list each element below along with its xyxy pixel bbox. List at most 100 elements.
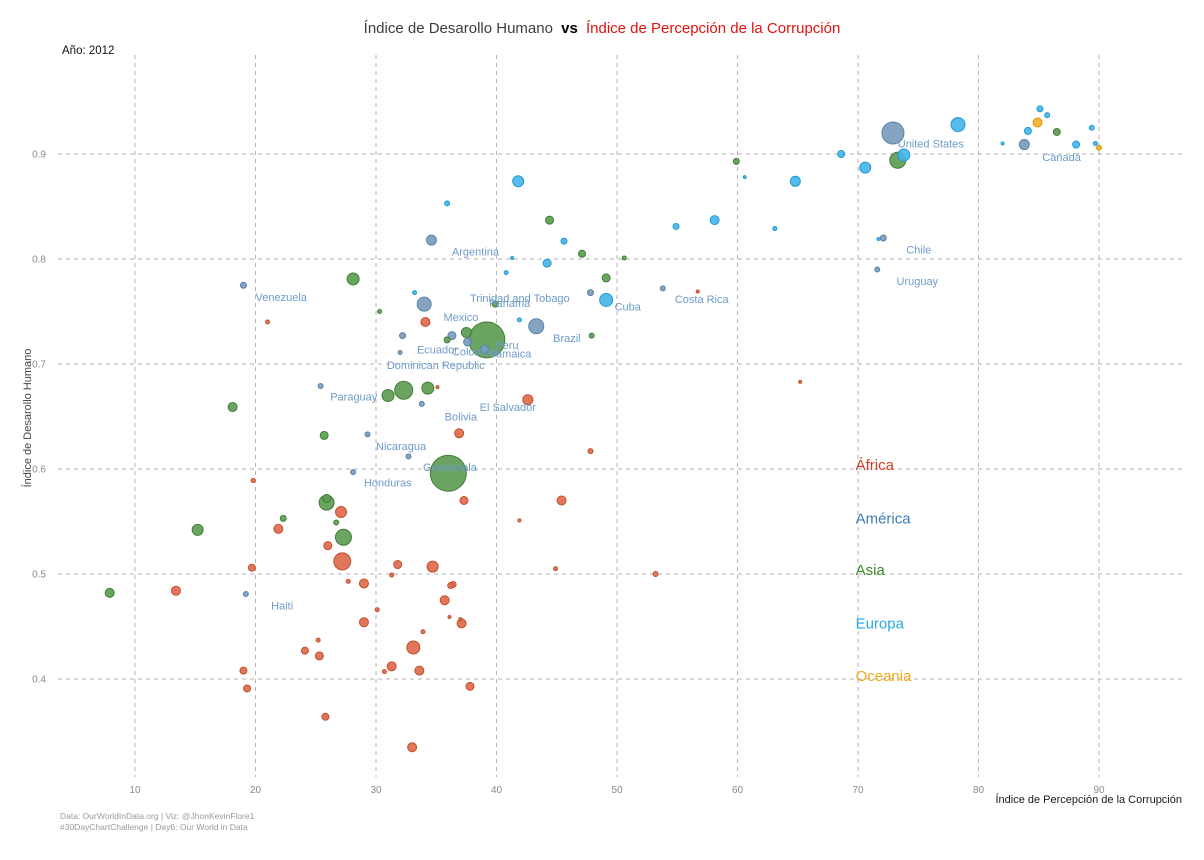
country-label: Colombia [452, 346, 499, 358]
data-bubble [879, 234, 887, 242]
data-bubble [732, 157, 740, 165]
data-bubble [420, 317, 431, 327]
y-tick-label: 0.8 [32, 255, 46, 266]
data-bubble [443, 336, 451, 344]
y-tick-label: 0.4 [32, 675, 46, 686]
data-bubble [350, 469, 357, 476]
chart-title-separator: vs [561, 20, 578, 37]
data-bubble [545, 215, 555, 225]
data-bubble [1096, 144, 1102, 151]
data-bubble [346, 272, 360, 286]
data-bubble [317, 383, 324, 390]
data-bubble [104, 587, 115, 598]
country-label: Ecuador [417, 344, 458, 356]
data-bubble [435, 385, 440, 390]
country-label: United States [898, 139, 965, 151]
data-bubble [416, 296, 432, 312]
data-bubble [599, 292, 614, 307]
x-tick-label: 90 [1093, 785, 1105, 796]
data-bubble [1072, 140, 1081, 149]
country-label: Argentina [452, 247, 500, 259]
data-bubble [319, 430, 329, 440]
country-label: Haiti [271, 601, 293, 613]
data-bubble [601, 273, 611, 283]
data-bubble [587, 448, 594, 455]
legend-item-africa: África [856, 457, 895, 474]
data-bubble [491, 300, 499, 308]
data-bubble [950, 117, 966, 133]
data-bubble [652, 571, 659, 577]
x-tick-label: 80 [973, 785, 985, 796]
country-label: Costa Rica [675, 294, 730, 306]
data-bubble [414, 665, 425, 676]
x-tick-label: 70 [852, 785, 864, 796]
country-label: Honduras [364, 478, 412, 490]
data-bubble [479, 344, 489, 354]
data-bubble [358, 617, 369, 628]
x-tick-label: 60 [732, 785, 744, 796]
country-label: Trinidad and Tobago [470, 293, 570, 305]
data-bubble [881, 121, 905, 145]
data-bubble [447, 615, 452, 620]
data-bubble [512, 175, 525, 188]
data-bubble [837, 150, 846, 158]
data-bubble [789, 175, 801, 187]
data-bubble [239, 281, 247, 289]
country-label: Bolivia [445, 412, 478, 424]
x-tick-label: 40 [491, 785, 503, 796]
data-bubble [394, 380, 414, 400]
y-tick-label: 0.9 [32, 150, 46, 161]
data-bubble [418, 400, 425, 407]
country-label: Nicaragua [376, 441, 427, 453]
data-bubble [586, 289, 594, 297]
data-bubble [1018, 139, 1030, 151]
data-bubble [465, 681, 475, 691]
data-bubble [393, 560, 403, 570]
data-bubble [556, 495, 567, 506]
chart-title-part2: Índice de Percepción de la Corrupción [585, 20, 841, 37]
data-bubble [334, 528, 352, 546]
country-label: Brazil [553, 333, 581, 345]
data-bubble [279, 514, 287, 522]
data-bubble [1000, 141, 1005, 146]
x-tick-label: 10 [129, 785, 141, 796]
x-tick-label: 30 [370, 785, 382, 796]
data-bubble [405, 453, 412, 460]
data-bubble [522, 394, 534, 406]
legend-item-oceania: Oceania [856, 668, 913, 685]
data-bubble [528, 318, 545, 335]
data-bubble [1088, 124, 1095, 131]
data-bubble [459, 496, 469, 505]
data-bubble [588, 332, 595, 339]
country-label: Paraguay [330, 392, 378, 404]
data-bubble [447, 331, 457, 341]
data-bubble [421, 381, 435, 395]
data-bubble [170, 585, 181, 596]
data-bubble [315, 637, 321, 643]
data-bubble [322, 493, 332, 503]
data-bubble [321, 712, 330, 721]
data-bubble [239, 666, 248, 675]
data-bubble [553, 566, 559, 572]
data-bubble [709, 215, 720, 226]
data-bubble [659, 285, 666, 292]
data-bubble [874, 266, 881, 273]
data-bubble [300, 646, 309, 655]
country-label: Mexico [443, 312, 478, 324]
data-bubble [227, 402, 238, 413]
x-tick-label: 50 [611, 785, 623, 796]
country-label: Uruguay [897, 276, 939, 288]
data-bubble [447, 582, 455, 590]
data-bubble [247, 563, 256, 572]
data-bubble [859, 161, 872, 174]
country-label: Canadá [1042, 152, 1081, 164]
country-label: Panamá [489, 298, 531, 310]
data-bubble [503, 270, 509, 276]
country-label: Dominican Republic [387, 360, 485, 372]
data-bubble [389, 572, 395, 578]
data-bubble [798, 379, 803, 384]
year-annotation: Año: 2012 [62, 45, 115, 57]
data-bubble [333, 552, 352, 571]
data-bubble [695, 289, 700, 294]
